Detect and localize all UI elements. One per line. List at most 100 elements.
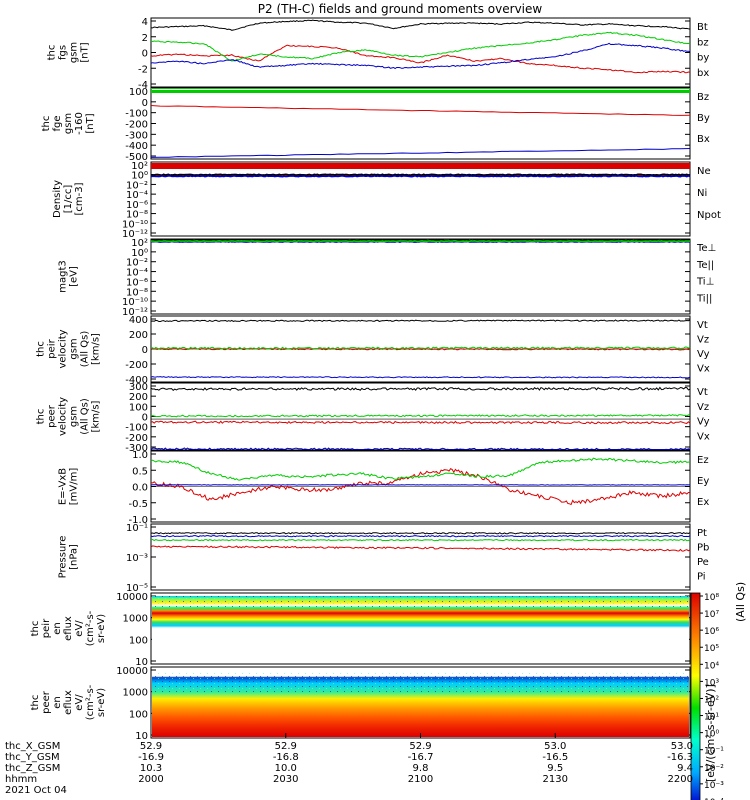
ytick-label: 2 xyxy=(142,33,148,44)
ytick-label: -200 xyxy=(125,120,148,131)
panel-ylabel: Density[1/cc][cm-3] xyxy=(52,180,85,218)
panel-ylabel: magt3[eV] xyxy=(58,260,80,293)
xtick-ygsm: -16.8 xyxy=(273,752,299,763)
series-by-band xyxy=(151,90,690,93)
colorbar-label-right: (All Qs) xyxy=(734,582,747,622)
ytick-label: 0 xyxy=(142,98,148,109)
xtick-ygsm: -16.9 xyxy=(138,752,164,763)
ytick-label: 200 xyxy=(129,330,148,341)
legend-vx: Vx xyxy=(697,431,710,442)
colorbar-tick-label: 10⁻¹ xyxy=(704,747,724,757)
ytick-label: -500 xyxy=(125,152,148,163)
ytick-label: -200 xyxy=(125,360,148,371)
ytick-label: 1.0 xyxy=(132,450,148,461)
series-ez xyxy=(150,468,690,506)
xtick-xgsm: 53.0 xyxy=(544,741,566,752)
panel-ylabel: thcpeirenefluxeV/(cm²-s-sr-eV) xyxy=(30,610,107,646)
xtick-zgsm: 9.4 xyxy=(677,763,693,774)
ytick-label: 10 xyxy=(135,731,148,742)
ytick-label: 10000 xyxy=(116,592,148,603)
ytick-label: 10⁻¹² xyxy=(122,307,148,318)
ytick-label: 10⁻⁴ xyxy=(126,268,148,279)
ytick-label: 10⁻² xyxy=(126,258,148,269)
colorbar-tick-label: 10⁰ xyxy=(704,730,719,740)
series-bt xyxy=(151,19,691,31)
panel-1: thcfgsgsm[nT] 4 2 0 -2 -4 Bt bz by bx xyxy=(47,17,710,91)
series-npot xyxy=(150,175,691,178)
xtick-xgsm: 52.9 xyxy=(275,741,297,752)
legend-pe: Pe xyxy=(697,557,709,568)
series-ne-band xyxy=(151,163,690,169)
series-pe xyxy=(150,538,691,542)
series-vt xyxy=(150,386,691,391)
legend-ey: Ey xyxy=(697,476,709,487)
legend-vx: Vx xyxy=(697,364,710,375)
panel-ylabel: thcfgsgsm[nT] xyxy=(47,42,91,63)
xtick-hhmm: 2000 xyxy=(138,774,163,785)
legend-vt: Vt xyxy=(697,320,708,331)
legend-bz: Bz xyxy=(697,92,709,103)
panel-10: thcpeerenefluxeV/(cm²-s-sr-eV) 10000 1000 1… xyxy=(30,666,691,742)
series-bx xyxy=(150,42,691,70)
legend-ex: Ex xyxy=(697,497,709,508)
ytick-label: -100 xyxy=(125,423,148,434)
ytick-label: 10000 xyxy=(116,666,148,677)
xaxis-row-label: 2021 Oct 04 xyxy=(5,785,67,796)
spectrogram-speckle xyxy=(152,596,689,608)
series-pt xyxy=(150,531,691,535)
ytick-label: 400 xyxy=(129,315,148,326)
ytick-label: 100 xyxy=(129,402,148,413)
legend-vz: Vz xyxy=(697,402,709,413)
series-by xyxy=(150,31,691,62)
xaxis-row-label: thc_X_GSM xyxy=(5,741,60,752)
colorbar-tick-label: 10⁷ xyxy=(704,610,719,620)
panel-frame xyxy=(150,17,691,88)
series-vy xyxy=(150,346,691,350)
panel-frame xyxy=(150,161,691,237)
panel-5: thcpeirvelocitygsm(All Qs)[km/s] 400 200 0 -… xyxy=(36,315,710,386)
ytick-label: -100 xyxy=(125,109,148,120)
series-ni xyxy=(151,173,691,176)
colorbar-tick-label: 10⁻⁴ xyxy=(704,798,724,800)
ytick-label: 0.0 xyxy=(132,483,148,494)
legend-npot: Npot xyxy=(697,210,721,221)
colorbar-tick-label: 10¹ xyxy=(704,713,719,723)
panel-2: thcfgegsm-160[nT] 1000-100-200-300-400-50… xyxy=(41,87,710,163)
panel-ylabel: thcpeervelocitygsm(All Qs)[km/s] xyxy=(36,397,102,436)
ytick-label: 0 xyxy=(142,413,148,424)
xaxis-row-label: thc_Y_GSM xyxy=(5,752,60,763)
ytick-label: 10 xyxy=(135,657,148,668)
panel-ylabel: E=-VxB[mV/m] xyxy=(58,468,80,506)
ytick-label: 100 xyxy=(129,709,148,720)
ytick-label: 10⁻¹² xyxy=(122,229,148,240)
series-vt xyxy=(150,319,691,323)
ytick-label: -200 xyxy=(125,433,148,444)
ytick-label: -1.0 xyxy=(128,515,148,526)
series-bx xyxy=(150,148,691,158)
xtick-hhmm: 2130 xyxy=(543,774,568,785)
colorbar-tick-label: 10⁶ xyxy=(704,627,719,637)
legend-ti: Ti|| xyxy=(696,293,712,304)
series-bz xyxy=(150,44,691,74)
series-ti xyxy=(150,239,690,243)
colorbar-tick-label: 10⁻² xyxy=(704,764,724,774)
colorbar: 10⁸ 10⁷ 10⁶ 10⁵ 10⁴ 10³ 10² 10¹ 10⁰ 10⁻¹ 10⁻² 10⁻³ 1… xyxy=(690,582,747,800)
ytick-label: -4 xyxy=(138,80,148,91)
colorbar-tick-label: 10⁴ xyxy=(704,661,719,671)
xtick-hhmm: 2030 xyxy=(273,774,298,785)
legend-bx: Bx xyxy=(697,134,710,145)
xtick-ygsm: -16.5 xyxy=(542,752,568,763)
spectrogram-speckle xyxy=(152,673,689,693)
ytick-label: 10⁻⁶ xyxy=(126,277,148,288)
panel-ylabel: thcfgegsm-160[nT] xyxy=(41,112,96,135)
xtick-hhmm: 2100 xyxy=(408,774,433,785)
ytick-label: 10⁻³ xyxy=(126,553,148,564)
colorbar-tick-label: 10⁵ xyxy=(704,644,719,654)
xtick-hhmm: 2200 xyxy=(668,774,693,785)
legend-by: by xyxy=(697,53,709,64)
legend-ne: Ne xyxy=(697,166,711,177)
panel-frame xyxy=(150,238,691,315)
ytick-label: 10² xyxy=(131,161,148,172)
legend-bx: bx xyxy=(697,68,709,79)
